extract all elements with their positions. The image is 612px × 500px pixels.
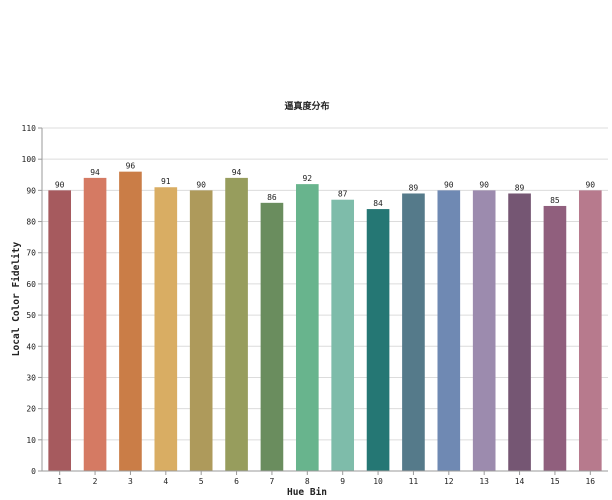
- x-tick-label: 5: [199, 477, 204, 486]
- bar-value-label: 90: [479, 180, 489, 189]
- x-tick-label: 9: [340, 477, 345, 486]
- bar-bin-14: [508, 193, 531, 471]
- bar-value-label: 94: [90, 168, 100, 177]
- x-tick-labels: 1 2 3 4 5 6 7 8 9 10 11 12 13 14 15 16: [57, 477, 595, 486]
- y-tick-label: 100: [22, 155, 37, 164]
- bar-value-label: 86: [267, 193, 277, 202]
- bar-value-label: 96: [126, 162, 136, 171]
- bar-bin-15: [543, 205, 567, 472]
- y-tick-label: 90: [26, 186, 36, 195]
- bar-bin-7: [260, 202, 284, 471]
- bar-value-label: 90: [585, 180, 595, 189]
- bar-bin-6: [225, 177, 248, 471]
- bar-value-label: 91: [161, 177, 171, 186]
- x-tick-label: 8: [305, 477, 310, 486]
- y-tick-label: 70: [26, 249, 36, 258]
- x-tick-label: 1: [57, 477, 62, 486]
- bar-value-label: 89: [409, 183, 419, 192]
- bar-bin-12: [437, 190, 461, 471]
- axes: [38, 127, 608, 475]
- bar-value-label: 92: [302, 174, 312, 183]
- data-labels: 90 94 96 91 90 94 86 92 87 84 89 90 90 89 85 90: [55, 162, 595, 208]
- bar-bin-9: [331, 199, 355, 471]
- bar-bin-1: [48, 190, 72, 471]
- bar-bin-16: [578, 190, 602, 471]
- bar-value-label: 85: [550, 196, 560, 205]
- bar-value-label: 84: [373, 199, 383, 208]
- x-tick-label: 15: [550, 477, 560, 486]
- x-tick-label: 4: [163, 477, 168, 486]
- bar-value-label: 94: [232, 168, 242, 177]
- y-tick-label: 110: [22, 124, 37, 133]
- x-tick-label: 3: [128, 477, 133, 486]
- x-tick-label: 13: [479, 477, 489, 486]
- bar-bin-2: [83, 177, 107, 471]
- y-tick-label: 30: [26, 373, 36, 382]
- x-axis-title: Hue Bin: [287, 487, 327, 498]
- x-tick-label: 14: [515, 477, 525, 486]
- y-tick-label: 40: [26, 342, 36, 351]
- y-axis-title: Local Color Fidelity: [11, 242, 22, 357]
- bar-bin-10: [366, 209, 390, 471]
- y-tick-label: 10: [26, 436, 36, 445]
- chart-title: 逼真度分布: [284, 100, 329, 112]
- x-tick-label: 12: [444, 477, 454, 486]
- y-tick-label: 80: [26, 218, 36, 227]
- bar-bin-13: [472, 190, 496, 471]
- bar-value-label: 89: [515, 183, 525, 192]
- bars: [48, 171, 602, 472]
- x-tick-label: 6: [234, 477, 239, 486]
- bar-bin-5: [189, 190, 213, 471]
- x-tick-label: 16: [585, 477, 595, 486]
- y-tick-labels: 0 10 20 30 40 50 60 70 80 90 100 110: [22, 124, 37, 476]
- x-tick-label: 7: [270, 477, 275, 486]
- y-tick-label: 60: [26, 280, 36, 289]
- bar-value-label: 90: [55, 180, 65, 189]
- y-tick-label: 20: [26, 405, 36, 414]
- bar-value-label: 90: [444, 180, 454, 189]
- bar-value-label: 87: [338, 190, 348, 199]
- x-tick-label: 10: [373, 477, 383, 486]
- bar-bin-3: [119, 171, 142, 471]
- bar-value-label: 90: [196, 180, 206, 189]
- x-tick-label: 11: [409, 477, 419, 486]
- y-tick-label: 50: [26, 311, 36, 320]
- bar-bin-8: [295, 184, 319, 472]
- bar-bin-4: [154, 187, 178, 471]
- bar-bin-11: [402, 193, 425, 471]
- x-tick-label: 2: [93, 477, 98, 486]
- y-tick-label: 0: [31, 467, 36, 476]
